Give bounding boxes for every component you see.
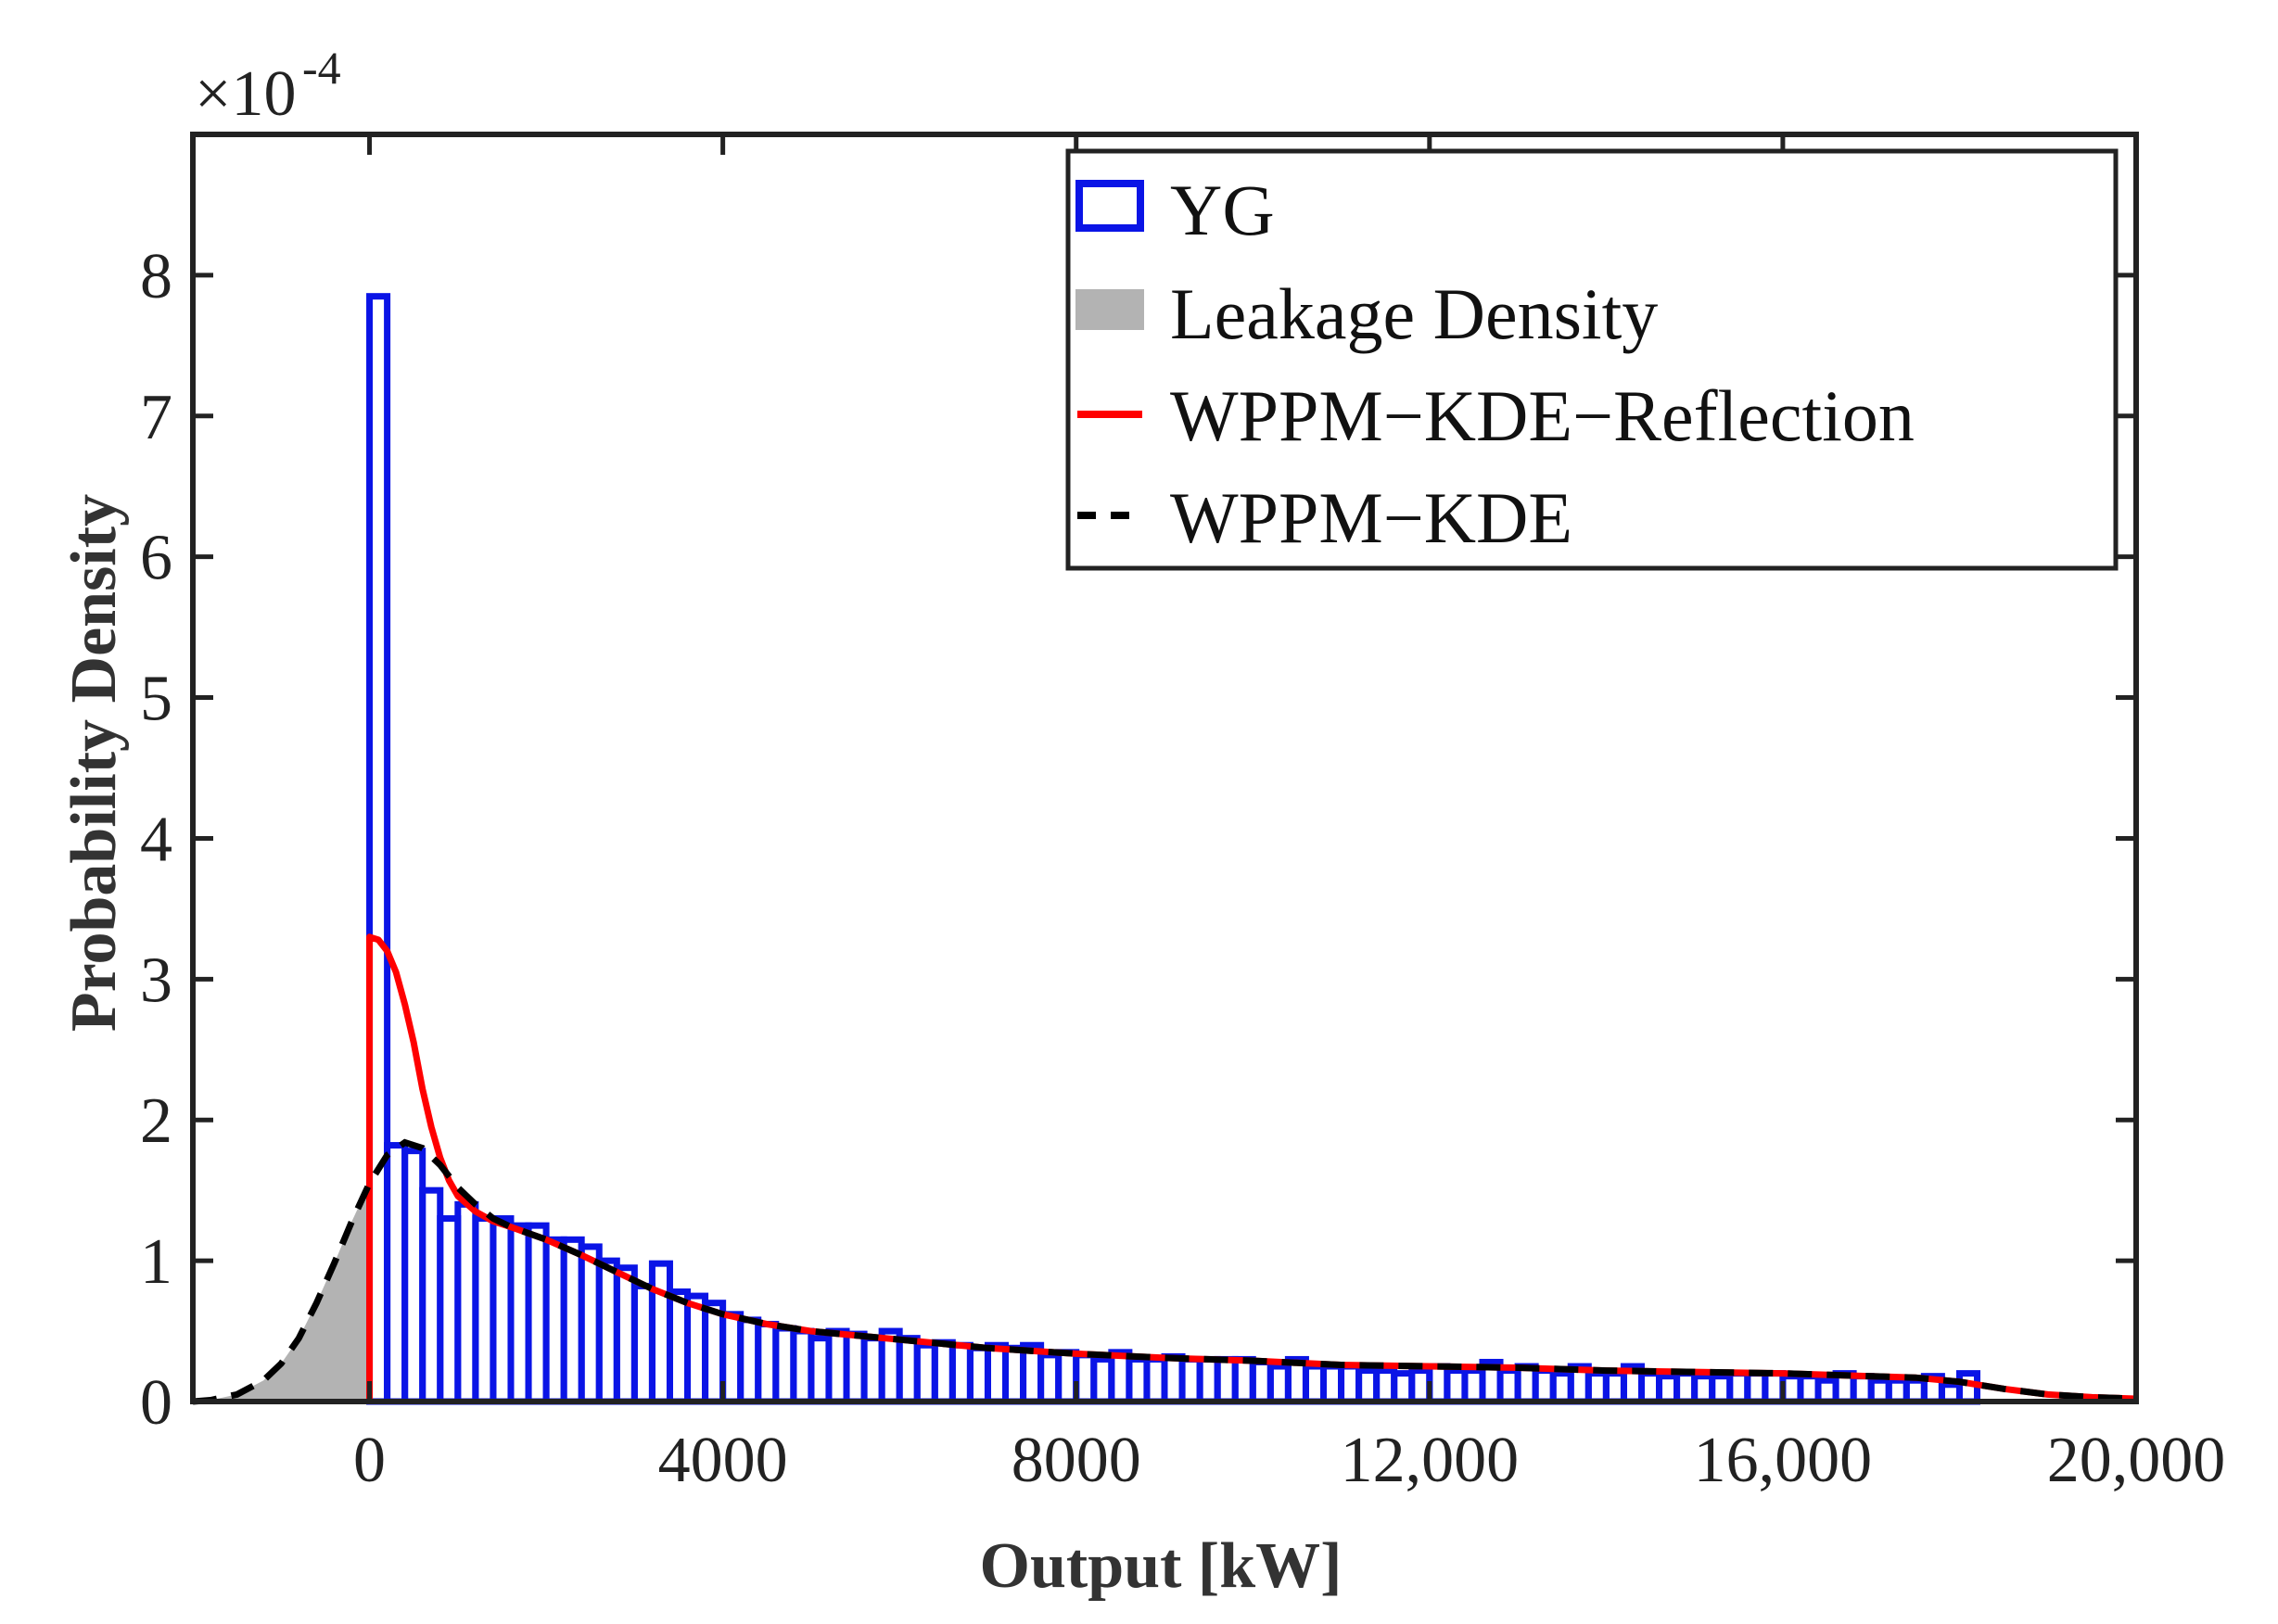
legend-label-leakage: Leakage Density bbox=[1170, 273, 1658, 354]
y-tick-label: 7 bbox=[140, 382, 172, 453]
axes-frame bbox=[190, 132, 2139, 1404]
y-tick-label: 4 bbox=[140, 804, 172, 875]
x-tick-label: 12,000 bbox=[1341, 1425, 1520, 1496]
legend-swatch-leakage bbox=[1075, 289, 1144, 330]
legend-box bbox=[1065, 148, 2119, 571]
legend-label-kde: WPPM−KDE bbox=[1170, 477, 1572, 558]
legend-swatch-yg bbox=[1075, 180, 1144, 232]
y-exponent-base: ×10 bbox=[195, 58, 296, 130]
y-tick-label: 6 bbox=[140, 523, 172, 594]
series-line-kde bbox=[192, 1138, 2137, 1405]
x-tick-label: 16,000 bbox=[1694, 1425, 1873, 1496]
y-tick-label: 5 bbox=[140, 664, 172, 735]
x-tick-label: 20,000 bbox=[2047, 1425, 2226, 1496]
x-axis-title: Output [kW] bbox=[980, 1530, 1343, 1602]
x-tick-label: 4000 bbox=[658, 1425, 788, 1496]
x-tick-label: 0 bbox=[353, 1425, 386, 1496]
axis-ticks: 0 4000 8000 12,000 16,000 20,000 0 1 2 3 4 5 6 7 8 bbox=[140, 134, 2225, 1496]
y-exponent-power: -4 bbox=[302, 42, 341, 94]
legend-label-yg: YG bbox=[1170, 170, 1275, 250]
y-tick-label: 1 bbox=[140, 1226, 172, 1298]
legend-label-reflection: WPPM−KDE−Reflection bbox=[1170, 375, 1915, 456]
legend: YG Leakage Density WPPM−KDE−Reflection W… bbox=[1065, 148, 2119, 571]
y-axis-title: Probability Density bbox=[58, 494, 130, 1032]
leakage-density-area bbox=[193, 1183, 370, 1402]
y-tick-label: 2 bbox=[140, 1085, 172, 1157]
x-tick-label: 8000 bbox=[1012, 1425, 1141, 1496]
y-tick-label: 3 bbox=[140, 945, 172, 1016]
y-tick-label: 8 bbox=[140, 241, 172, 312]
y-tick-label: 0 bbox=[140, 1367, 172, 1439]
